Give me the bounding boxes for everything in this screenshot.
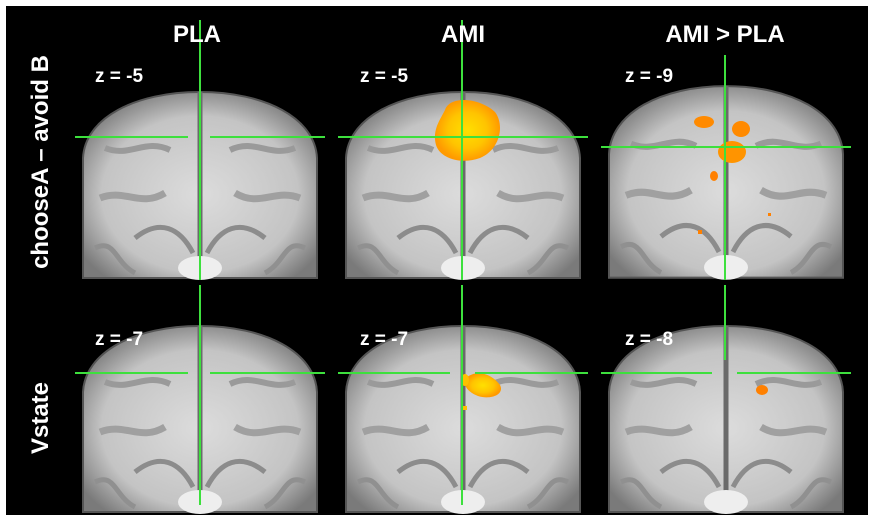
slice-label: z = -9 xyxy=(625,66,673,87)
slice-label: z = -7 xyxy=(360,329,408,350)
slice-label: z = -5 xyxy=(360,66,408,87)
column-header: PLA xyxy=(173,21,221,48)
row-label: chooseA – avoid B xyxy=(27,55,54,269)
figure: PLA AMI AMI > PLA chooseA – avoid B Vsta… xyxy=(0,0,874,521)
slice-label: z = -5 xyxy=(95,66,143,87)
row-label: Vstate xyxy=(27,382,54,454)
column-header: AMI > PLA xyxy=(665,21,784,48)
slice-label: z = -7 xyxy=(95,329,143,350)
slice-label: z = -8 xyxy=(625,329,673,350)
column-header: AMI xyxy=(441,21,485,48)
